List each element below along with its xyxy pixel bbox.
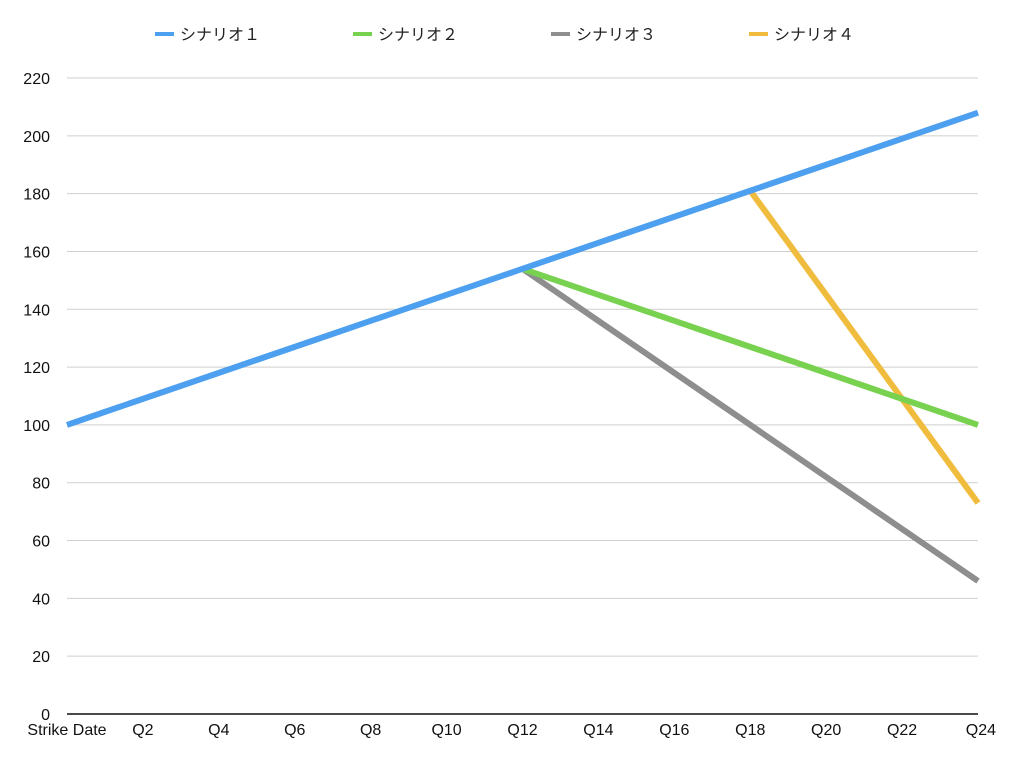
- x-tick-label: Q24: [966, 722, 996, 739]
- y-tick-label: 220: [23, 71, 50, 88]
- series-line-3: [520, 266, 980, 584]
- x-tick-label: Q14: [583, 722, 613, 739]
- y-tick-label: 60: [32, 534, 50, 551]
- x-tick-label: Q6: [284, 722, 305, 739]
- x-axis: Strike Date Q2 Q4 Q6 Q8 Q10 Q12 Q14 Q16 Q18 Q20 Q22…: [27, 713, 996, 739]
- series-lines: [66, 109, 981, 584]
- x-tick-label: Q12: [507, 722, 537, 739]
- series-line-4: [747, 188, 981, 505]
- x-tick-label: Q22: [887, 722, 917, 739]
- y-tick-label: 100: [23, 418, 50, 435]
- gridlines: [67, 77, 978, 657]
- y-tick-label: 200: [23, 129, 50, 146]
- legend: シナリオ１ シナリオ２ シナリオ３ シナリオ４: [155, 25, 854, 44]
- x-tick-label: Q10: [431, 722, 461, 739]
- y-axis: 0 20 40 60 80 100 120 140 160 180 200 220: [23, 71, 50, 724]
- x-tick-label: Q2: [132, 722, 153, 739]
- y-tick-label: 80: [32, 476, 50, 493]
- legend-label-1: シナリオ１: [180, 25, 260, 44]
- y-tick-label: 120: [23, 360, 50, 377]
- series-line-1: [66, 109, 979, 428]
- x-tick-label: Q4: [208, 722, 229, 739]
- y-tick-label: 160: [23, 244, 50, 261]
- y-tick-label: 20: [32, 649, 50, 666]
- legend-label-2: シナリオ２: [378, 25, 458, 44]
- y-tick-label: 0: [41, 707, 50, 724]
- series-line-2: [521, 265, 979, 428]
- y-tick-label: 140: [23, 302, 50, 319]
- legend-label-3: シナリオ３: [576, 25, 656, 44]
- legend-label-4: シナリオ４: [774, 25, 854, 44]
- x-tick-label: Q18: [735, 722, 765, 739]
- x-tick-label: Q8: [360, 722, 381, 739]
- y-tick-label: 180: [23, 187, 50, 204]
- x-tick-label: Strike Date: [27, 722, 106, 739]
- y-tick-label: 40: [32, 591, 50, 608]
- x-tick-label: Q20: [811, 722, 841, 739]
- x-tick-label: Q16: [659, 722, 689, 739]
